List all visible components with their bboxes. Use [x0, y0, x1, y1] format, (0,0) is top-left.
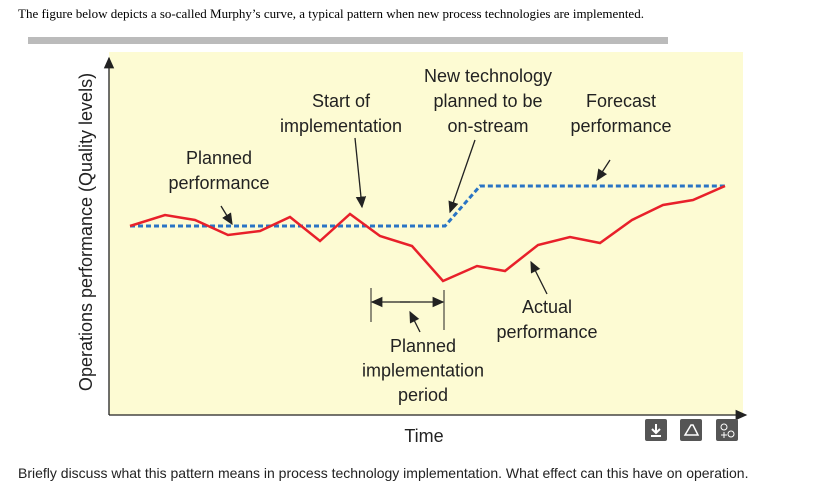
annotation: performance	[570, 116, 671, 136]
annotation: Start of	[312, 91, 371, 111]
annotation: period	[398, 385, 448, 405]
annotation: on-stream	[447, 116, 528, 136]
actual-line	[129, 184, 726, 283]
x-axis-label: Time	[404, 426, 443, 446]
download-button[interactable]	[645, 419, 667, 441]
pointers	[220, 137, 611, 333]
annotation: performance	[496, 322, 597, 342]
save-button[interactable]	[680, 419, 702, 441]
annotation: planned to be	[433, 91, 542, 111]
intro-text: The figure below depicts a so-called Mur…	[18, 6, 644, 21]
annotation: New technology	[424, 66, 552, 86]
planned-line	[130, 184, 725, 228]
annotation: performance	[168, 173, 269, 193]
figure-panel	[109, 52, 743, 415]
annotation: implementation	[280, 116, 402, 136]
annotation: Planned	[186, 148, 252, 168]
annotation: Forecast	[586, 91, 656, 111]
divider	[28, 37, 668, 44]
share-button[interactable]	[716, 419, 738, 441]
annotation: implementation	[362, 360, 484, 380]
y-axis-label: Operations performance (Quality levels)	[76, 73, 96, 391]
annotation: Planned	[390, 336, 456, 356]
prompt-text: Briefly discuss what this pattern means …	[18, 465, 748, 481]
annotation: Actual	[522, 297, 572, 317]
